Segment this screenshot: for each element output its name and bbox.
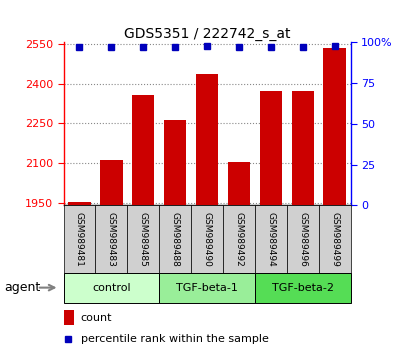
Bar <box>159 273 254 303</box>
Bar <box>132 96 154 205</box>
Bar <box>318 205 350 273</box>
Text: GSM989496: GSM989496 <box>297 211 306 267</box>
Text: TGF-beta-1: TGF-beta-1 <box>176 282 237 293</box>
Text: control: control <box>92 282 130 293</box>
Bar <box>254 273 350 303</box>
Bar <box>291 91 313 205</box>
Bar <box>254 205 286 273</box>
Bar <box>323 48 345 205</box>
Bar <box>63 273 159 303</box>
Bar <box>227 162 249 205</box>
Text: GSM989485: GSM989485 <box>138 211 147 267</box>
Bar <box>95 205 127 273</box>
Bar <box>164 120 186 205</box>
Bar <box>159 205 191 273</box>
Text: GSM989499: GSM989499 <box>329 211 338 267</box>
Bar <box>191 205 222 273</box>
Text: percentile rank within the sample: percentile rank within the sample <box>81 334 268 344</box>
Title: GDS5351 / 222742_s_at: GDS5351 / 222742_s_at <box>124 28 290 41</box>
Bar <box>127 205 159 273</box>
Bar <box>100 160 122 205</box>
Bar <box>63 205 95 273</box>
Bar <box>222 205 254 273</box>
Text: GSM989483: GSM989483 <box>107 211 116 267</box>
Bar <box>196 74 218 205</box>
Text: agent: agent <box>4 281 40 294</box>
Text: GSM989490: GSM989490 <box>202 211 211 267</box>
Bar <box>259 91 281 205</box>
Bar <box>286 205 318 273</box>
Text: count: count <box>81 313 112 323</box>
Bar <box>63 310 74 325</box>
Bar <box>68 202 90 205</box>
Text: GSM989488: GSM989488 <box>170 211 179 267</box>
Text: GSM989494: GSM989494 <box>266 212 275 266</box>
Text: GSM989492: GSM989492 <box>234 212 243 266</box>
Text: GSM989481: GSM989481 <box>75 211 84 267</box>
Text: TGF-beta-2: TGF-beta-2 <box>271 282 333 293</box>
